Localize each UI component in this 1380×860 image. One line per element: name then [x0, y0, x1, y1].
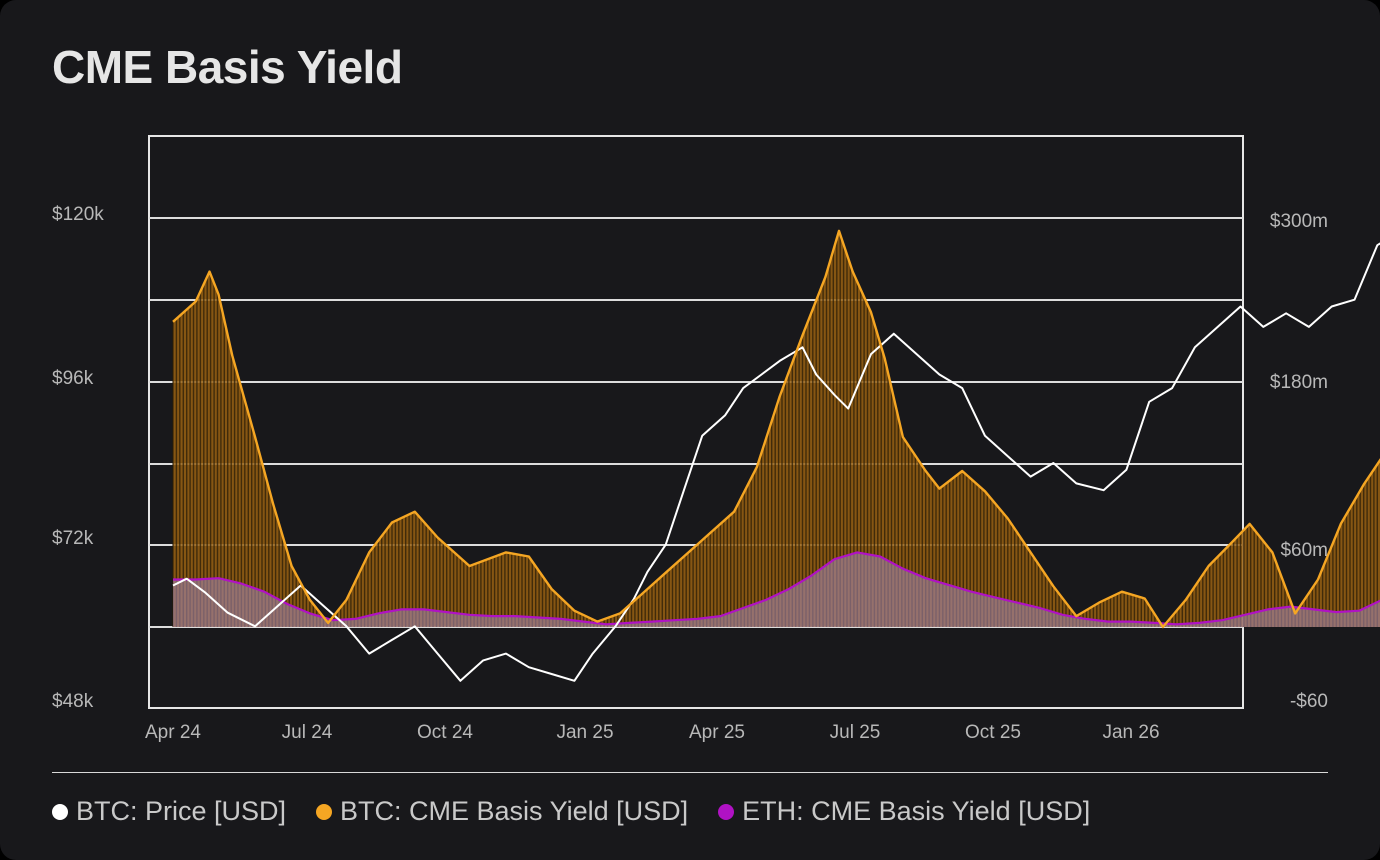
legend-item-eth-basis[interactable]: ETH: CME Basis Yield [USD]	[718, 796, 1090, 827]
x-axis-tick-7: Jan 26	[1102, 722, 1159, 743]
x-axis-tick-2: Oct 24	[417, 722, 473, 743]
legend-dot-btc-price	[52, 803, 68, 820]
legend-label-eth-basis: ETH: CME Basis Yield [USD]	[742, 796, 1091, 826]
x-axis-tick-4: Apr 25	[689, 722, 745, 743]
legend-item-btc-basis[interactable]: BTC: CME Basis Yield [USD]	[316, 796, 688, 827]
right-axis-tick-3: -$60	[1290, 691, 1328, 712]
left-axis-tick-2: $72k	[52, 528, 94, 549]
legend-item-btc-price[interactable]: BTC: Price [USD]	[52, 796, 286, 827]
btc-basis-area	[173, 230, 1380, 627]
btc-price-line	[172, 242, 1380, 682]
chart-axes: $120k $96k $72k $48k $300m $180m $60m -$60 Apr 2…	[52, 204, 1328, 743]
legend: BTC: Price [USD] BTC: CME Basis Yield [U…	[52, 796, 1090, 827]
right-axis-tick-1: $180m	[1270, 372, 1328, 393]
eth-basis-line	[173, 551, 1380, 626]
legend-divider	[52, 772, 1328, 773]
left-axis-tick-3: $48k	[52, 691, 94, 712]
plot-frame	[148, 135, 1244, 709]
legend-label-btc-basis: BTC: CME Basis Yield [USD]	[340, 796, 689, 826]
btc-basis-line	[172, 229, 1380, 629]
x-axis-tick-1: Jul 24	[282, 722, 333, 743]
legend-dot-eth-basis	[718, 803, 735, 820]
x-axis-tick-3: Jan 25	[556, 722, 613, 743]
x-axis-tick-5: Jul 25	[830, 722, 881, 743]
x-axis-tick-0: Apr 24	[145, 722, 201, 743]
left-axis-tick-0: $120k	[52, 204, 104, 225]
right-axis-tick-0: $300m	[1270, 211, 1328, 232]
right-axis-tick-2: $60m	[1280, 540, 1328, 561]
x-axis-tick-6: Oct 25	[965, 722, 1021, 743]
eth-basis-area	[173, 552, 1380, 627]
left-axis-tick-1: $96k	[52, 368, 94, 389]
chart-title: CME Basis Yield	[52, 41, 403, 93]
legend-label-btc-price: BTC: Price [USD]	[76, 796, 287, 826]
legend-dot-btc-basis	[316, 803, 333, 820]
chart-series	[172, 229, 1380, 682]
